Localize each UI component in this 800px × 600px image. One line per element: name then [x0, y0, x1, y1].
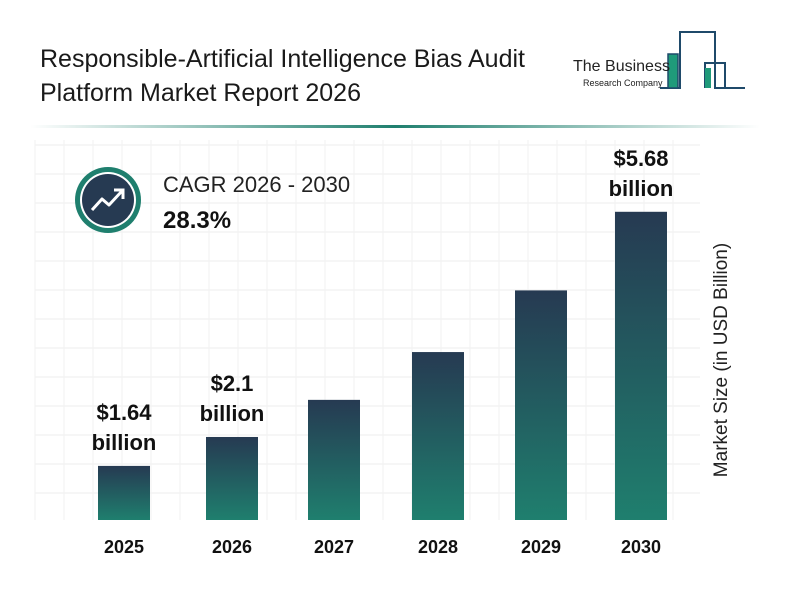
bar-2029	[515, 290, 567, 520]
trending-up-icon	[75, 167, 141, 233]
y-axis-label: Market Size (in USD Billion)	[711, 242, 732, 478]
data-label: $1.64 billion	[91, 399, 157, 455]
logo-line2: Research Company	[583, 78, 663, 88]
logo: The Business Research Company	[565, 28, 755, 98]
data-label: $2.1 billion	[199, 370, 265, 426]
x-tick-label: 2030	[620, 537, 662, 557]
bar-2027	[308, 399, 360, 520]
bar-2028	[412, 352, 464, 520]
divider	[30, 125, 760, 128]
x-tick-label: 2027	[313, 537, 355, 557]
x-tick-label: 2025	[103, 537, 145, 557]
logo-line1: The Business	[573, 58, 670, 75]
x-tick-label: 2028	[417, 537, 459, 557]
page-title: Responsible-Artificial Intelligence Bias…	[40, 45, 525, 107]
bar-2025	[98, 465, 150, 520]
cagr-label: CAGR 2026 - 2030	[163, 172, 351, 197]
data-label: $5.68 billion	[608, 145, 674, 201]
x-tick-label: 2029	[520, 537, 562, 557]
cagr-value: 28.3%	[163, 207, 232, 234]
bar-2030	[615, 211, 667, 521]
x-tick-label: 2026	[211, 537, 253, 557]
bar-2026	[206, 436, 258, 520]
